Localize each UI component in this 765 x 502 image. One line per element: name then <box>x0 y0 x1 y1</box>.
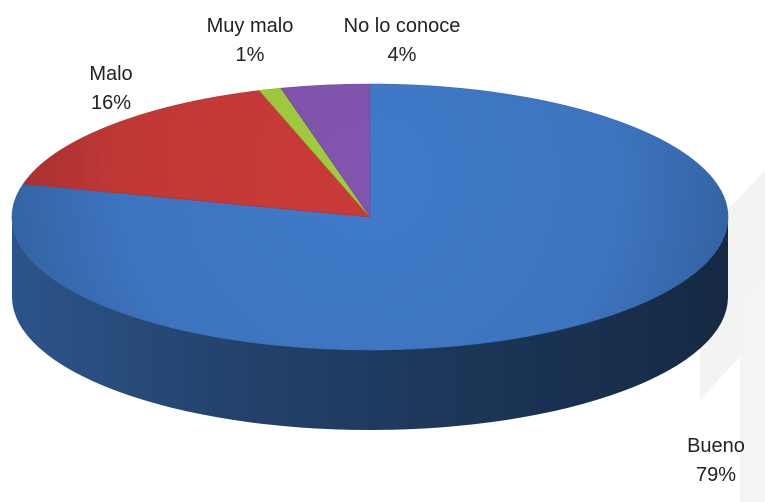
slice-label-no-lo-conoce-value: 4% <box>387 44 417 66</box>
slice-label-bueno-value: 79% <box>695 464 737 486</box>
label-bueno: Bueno 79% <box>681 432 751 490</box>
pie-side-bueno <box>12 217 728 430</box>
label-malo: Malo 16% <box>76 60 146 118</box>
pie-slice-malo <box>22 90 371 218</box>
slice-label-malo-name: Malo <box>89 63 133 85</box>
pie-slice-no-lo-conoce <box>280 83 371 218</box>
slice-label-muy-malo-name: Muy malo <box>206 15 294 37</box>
label-muy-malo: Muy malo 1% <box>190 12 310 70</box>
slice-label-muy-malo-value: 1% <box>235 44 265 66</box>
slice-label-no-lo-conoce-name: No lo conoce <box>343 15 461 37</box>
slice-label-malo-value: 16% <box>90 92 132 114</box>
label-no-lo-conoce: No lo conoce 4% <box>322 12 482 70</box>
slice-label-bueno-name: Bueno <box>687 435 745 457</box>
